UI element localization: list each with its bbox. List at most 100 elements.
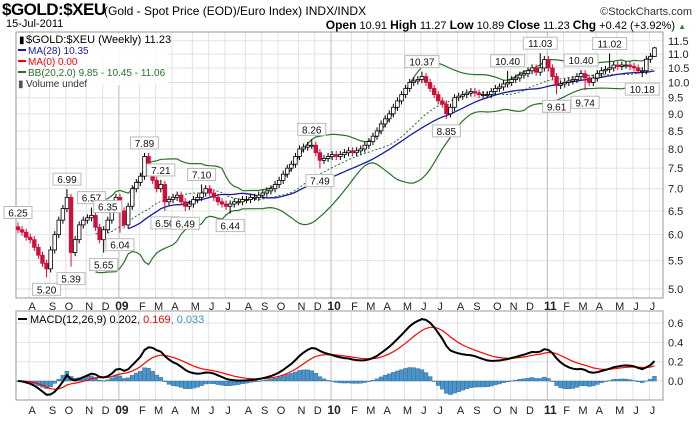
candle-body — [191, 199, 196, 205]
macd-hist-bar — [403, 368, 408, 382]
macd-hist-bar — [142, 367, 147, 382]
month-label: J — [437, 405, 443, 417]
macd-hist-bar — [431, 380, 437, 382]
candle-body — [476, 92, 482, 96]
description-text: (Gold - Spot Price (EOD)/Euro Index) — [104, 4, 303, 18]
bb-upper-line — [95, 52, 655, 201]
candle-body — [391, 106, 396, 115]
macd-tick-label: 0.0 — [668, 376, 683, 388]
macd-hist-bar — [187, 380, 192, 390]
candle-body — [276, 179, 282, 185]
legend-price: $GOLD:$XEU (Weekly) 11.23 — [26, 34, 171, 46]
macd-hist-bar — [268, 378, 274, 382]
up-arrow-icon: ▲ — [678, 22, 686, 31]
month-label: S — [261, 301, 268, 313]
candle-body — [309, 144, 314, 147]
month-label: F — [351, 405, 358, 417]
price-label: 11.03 — [528, 39, 553, 50]
candle-body — [346, 150, 351, 154]
stockcharts-logo[interactable]: ©StockCharts.com — [600, 6, 692, 18]
candle-body — [48, 249, 53, 270]
price-label: 6.57 — [82, 194, 102, 205]
macd-hist-bar — [497, 380, 502, 385]
month-label: M — [191, 405, 200, 417]
macd-hist-bar — [117, 375, 123, 382]
bb-middle-line — [95, 68, 655, 235]
macd-hist-bar — [285, 374, 290, 382]
macd-hist-bar — [640, 380, 645, 383]
month-label: J — [209, 405, 215, 417]
macd-hist-bar — [232, 380, 237, 386]
month-label: A — [383, 301, 391, 313]
exchange-text: INDX/INDX — [305, 4, 367, 18]
candle-body — [280, 173, 286, 181]
candle-body — [513, 77, 518, 80]
price-label-box — [542, 99, 572, 113]
macd-hist-bar — [309, 370, 314, 382]
price-label-box — [32, 282, 62, 296]
macd-hist-bar — [480, 380, 486, 388]
candle-body — [174, 194, 180, 198]
month-label: F — [139, 301, 146, 313]
macd-hist-bar — [456, 380, 461, 392]
axis-labels: 11.511.0 10.5 10.0 9.5 9.0 8.5 8.0 7.5 7.0 6.5 6.0… — [28, 36, 689, 417]
macd-hist-bar — [178, 380, 184, 388]
candle-body — [635, 67, 641, 72]
price-label: 9.61 — [547, 102, 567, 113]
quote-summary: Open 10.91 High 11.27 Low 10.89 Close 11… — [326, 18, 686, 32]
month-label: 11 — [544, 403, 557, 417]
month-label: D — [526, 405, 534, 417]
candle-body — [97, 226, 102, 241]
price-annotations: 6.25 5.20 6.99 5.39 6.576.35 5.65 6.04 7.89 7.21… — [3, 36, 660, 296]
candle-body — [538, 67, 543, 73]
macd-hist-bar — [505, 380, 510, 383]
macd-hist-bar — [374, 378, 380, 382]
macd-hist-bar — [297, 370, 302, 382]
macd-hist-bar — [464, 380, 469, 390]
price-label-box — [624, 82, 660, 96]
candle-body — [219, 201, 225, 205]
macd-hist-bar — [623, 378, 629, 382]
price-tick-label: 11.0 — [668, 49, 689, 61]
legend-bb: BB(20,2.0) 9.85 - 10.45 - 11.06 — [28, 68, 166, 79]
chg-label: Chg — [572, 18, 597, 32]
macd-hist-bar — [329, 380, 335, 382]
month-label: 09 — [115, 403, 129, 417]
candle-body — [546, 59, 551, 69]
candle-body — [44, 262, 49, 270]
macd-hist-bar — [276, 376, 282, 382]
month-label: F — [139, 405, 146, 417]
macd-legend: MACD(12,26,9) 0.202, 0.169, 0.033 — [18, 314, 204, 326]
candle-body — [89, 215, 94, 219]
candle-body — [199, 192, 204, 198]
candle-body — [207, 188, 212, 194]
candle-body — [28, 236, 33, 241]
month-label: A — [28, 301, 36, 313]
price-tick-label: 5.0 — [668, 284, 683, 296]
macd-hist-bar — [644, 380, 649, 382]
macd-hist-bar — [468, 380, 474, 388]
candle-body — [395, 100, 400, 108]
macd-hist-bar — [101, 380, 106, 382]
candle-body — [162, 184, 168, 203]
price-label-box — [89, 258, 119, 272]
candle-body — [19, 229, 25, 233]
price-tick-label: 5.5 — [668, 256, 683, 268]
close-value: 11.23 — [543, 20, 570, 32]
month-label: J — [421, 301, 427, 313]
month-label: N — [85, 405, 93, 417]
macd-hist-bar — [448, 380, 453, 395]
legend-ma28: MA(28) 10.35 — [28, 46, 89, 57]
candle-body — [578, 73, 584, 77]
candle-body — [260, 192, 265, 196]
month-label: O — [493, 301, 502, 313]
price-tick-label: 6.5 — [668, 206, 683, 218]
month-label: S — [473, 301, 480, 313]
month-label: 11 — [544, 299, 557, 313]
candle-body — [52, 234, 57, 251]
candle-body — [570, 79, 576, 82]
candle-body — [285, 167, 290, 175]
month-label: O — [65, 301, 74, 313]
